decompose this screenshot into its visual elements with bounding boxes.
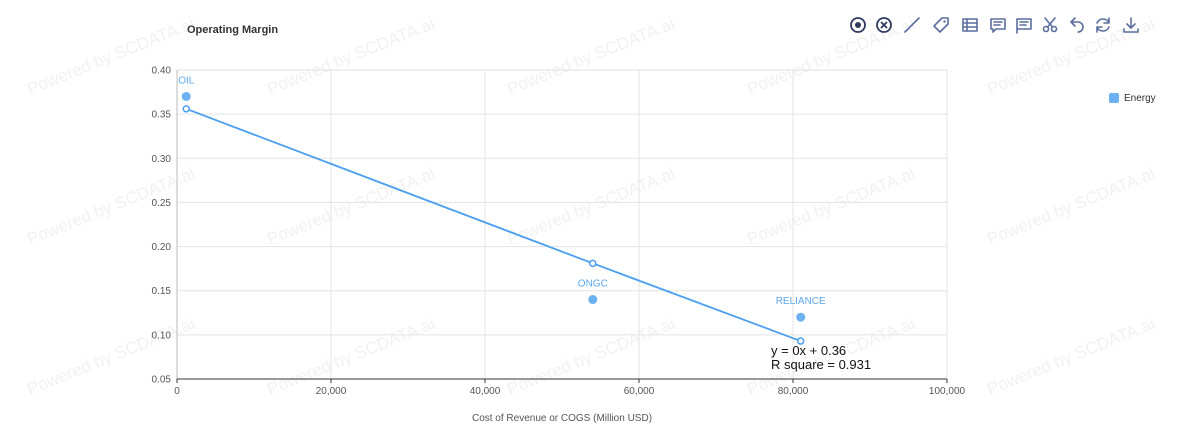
x-tick-label: 20,000 (316, 386, 347, 397)
data-point-label: ONGC (578, 279, 608, 290)
data-point-label: RELIANCE (776, 296, 826, 307)
y-tick-label: 0.30 (152, 154, 172, 165)
legend[interactable]: Energy (1109, 93, 1156, 104)
x-axis-title: Cost of Revenue or COGS (Million USD) (472, 413, 652, 424)
watermark-text: Powered by SCDATA.ai (24, 314, 197, 399)
trendline (182, 105, 805, 345)
watermark-text: Powered by SCDATA.ai (984, 314, 1157, 399)
y-tick-label: 0.40 (152, 66, 172, 77)
comment-icon[interactable] (990, 18, 1006, 33)
trend-r-square: R square = 0.931 (771, 357, 871, 372)
data-point-label: OIL (178, 75, 195, 86)
watermark-text: Powered by SCDATA.ai (504, 164, 677, 249)
data-point: ONGC (578, 279, 608, 305)
legend-swatch-energy (1109, 93, 1119, 103)
refresh-icon[interactable] (1096, 17, 1110, 33)
line-icon[interactable] (904, 17, 920, 33)
data-point: RELIANCE (776, 296, 826, 322)
y-tick-label: 0.35 (152, 110, 172, 121)
x-tick-label: 80,000 (778, 386, 809, 397)
x-tick-label: 40,000 (470, 386, 501, 397)
watermark-text: Powered by SCDATA.ai (504, 14, 677, 99)
y-tick-label: 0.20 (152, 242, 172, 253)
tag-icon[interactable] (933, 17, 949, 33)
x-tick-label: 60,000 (624, 386, 655, 397)
y-tick-label: 0.15 (152, 286, 172, 297)
x-tick-label: 0 (174, 386, 180, 397)
data-point-marker (588, 295, 598, 305)
watermark-layer: Powered by SCDATA.ai Powered by SCDATA.ai… (24, 14, 1157, 399)
close-circle-icon[interactable] (876, 17, 892, 33)
trendline-marker (182, 105, 190, 113)
y-axis-ticks: 0.05 0.10 0.15 0.20 0.25 0.30 0.35 0.40 (152, 66, 172, 386)
download-icon[interactable] (1123, 17, 1139, 33)
watermark-text: Powered by SCDATA.ai (264, 164, 437, 249)
flag-comment-icon[interactable] (1016, 18, 1032, 34)
legend-label-energy: Energy (1124, 93, 1156, 104)
watermark-text: Powered by SCDATA.ai (984, 164, 1157, 249)
target-icon[interactable] (850, 17, 866, 33)
y-tick-label: 0.05 (152, 375, 172, 386)
trendline-marker (796, 337, 805, 345)
scissors-icon[interactable] (1042, 17, 1058, 33)
watermark-text: Powered by SCDATA.ai (264, 14, 437, 99)
y-tick-label: 0.10 (152, 330, 172, 341)
data-point-marker (181, 91, 191, 101)
trendline-marker (589, 259, 597, 268)
watermark-text: Powered by SCDATA.ai (24, 164, 197, 249)
watermark-text: Powered by SCDATA.ai (24, 14, 197, 99)
watermark-text: Powered by SCDATA.ai (744, 164, 917, 249)
data-points: OIL ONGC RELIANCE (178, 75, 826, 322)
trend-equation: y = 0x + 0.36 (771, 343, 846, 358)
data-point-marker (796, 312, 806, 322)
watermark-text: Powered by SCDATA.ai (264, 314, 437, 399)
chart-toolbar (850, 17, 1139, 34)
x-tick-label: 100,000 (929, 386, 966, 397)
axes (176, 70, 947, 380)
chart-title: Operating Margin (187, 24, 278, 36)
table-icon[interactable] (962, 18, 978, 32)
x-axis-ticks: 0 20,000 40,000 60,000 80,000 100,000 (174, 379, 966, 397)
y-tick-label: 0.25 (152, 198, 172, 209)
undo-icon[interactable] (1070, 17, 1084, 33)
data-point: OIL (178, 75, 195, 101)
